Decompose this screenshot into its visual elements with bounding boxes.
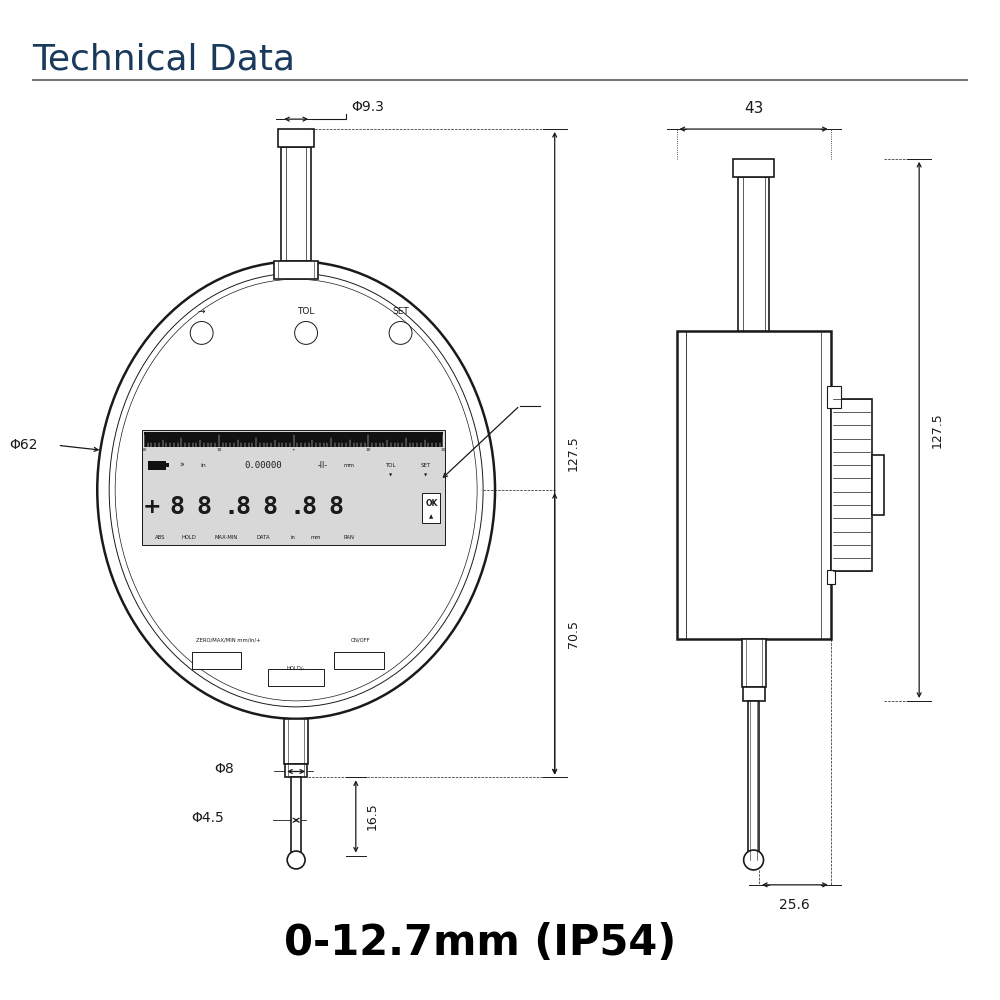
Text: ABS: ABS — [155, 535, 165, 540]
Text: mm: mm — [343, 463, 354, 468]
Ellipse shape — [109, 273, 483, 707]
Bar — [278, 129, 314, 147]
Text: Φ8: Φ8 — [215, 762, 234, 776]
Bar — [281, 147, 311, 261]
Text: ▼: ▼ — [389, 473, 392, 477]
Bar — [872, 455, 884, 515]
Text: 8: 8 — [235, 495, 250, 519]
Text: MAX-MIN: MAX-MIN — [215, 535, 238, 540]
Text: in: in — [201, 463, 207, 468]
Text: 0-12.7mm (IP54): 0-12.7mm (IP54) — [284, 922, 676, 964]
Text: HOLD: HOLD — [181, 535, 196, 540]
Text: ▼: ▼ — [424, 473, 427, 477]
Text: 10: 10 — [216, 448, 222, 452]
Text: in: in — [291, 535, 296, 540]
Bar — [284, 719, 308, 764]
Text: 8: 8 — [262, 495, 277, 519]
Bar — [268, 669, 324, 686]
Text: 16.5: 16.5 — [366, 803, 379, 830]
Bar — [334, 652, 384, 669]
Text: TOL: TOL — [385, 463, 396, 468]
Text: 20: 20 — [141, 448, 147, 452]
Bar — [285, 764, 307, 777]
Text: →: → — [198, 307, 205, 316]
Text: TOL: TOL — [297, 307, 315, 316]
Bar — [827, 386, 841, 408]
Text: 8: 8 — [301, 495, 316, 519]
Text: +: + — [292, 448, 295, 452]
Text: Φ9.3: Φ9.3 — [351, 100, 384, 114]
Bar — [166, 463, 169, 467]
Text: 25.6: 25.6 — [779, 898, 810, 912]
Circle shape — [295, 321, 318, 344]
Text: OK: OK — [425, 499, 438, 508]
Text: 70.5: 70.5 — [567, 620, 580, 648]
Bar — [274, 261, 318, 279]
Text: .: . — [224, 495, 239, 519]
Bar — [738, 177, 769, 331]
Text: HOLD/-: HOLD/- — [287, 666, 305, 671]
Bar — [291, 777, 301, 860]
Text: DATA: DATA — [257, 535, 270, 540]
Bar — [422, 493, 440, 523]
Bar — [748, 701, 759, 860]
Bar — [142, 430, 445, 545]
Circle shape — [744, 850, 764, 870]
Bar — [677, 331, 831, 639]
Text: 8: 8 — [197, 495, 212, 519]
Text: mm: mm — [311, 535, 321, 540]
Text: ▲: ▲ — [429, 514, 434, 519]
Text: 8: 8 — [328, 495, 343, 519]
Text: .: . — [289, 495, 304, 519]
Text: SET: SET — [392, 307, 409, 316]
Bar — [733, 159, 774, 177]
Text: 127.5: 127.5 — [931, 412, 944, 448]
Text: 10: 10 — [366, 448, 371, 452]
Text: 30: 30 — [441, 448, 446, 452]
Text: 43: 43 — [744, 101, 763, 116]
Circle shape — [190, 321, 213, 344]
Text: ZERO/MAX/MIN mm/in/+: ZERO/MAX/MIN mm/in/+ — [196, 638, 261, 643]
Text: Φ4.5: Φ4.5 — [192, 811, 224, 825]
Bar — [743, 687, 765, 701]
Text: ON/OFF: ON/OFF — [351, 638, 371, 643]
Bar — [831, 399, 872, 571]
Text: »: » — [179, 461, 184, 470]
Bar — [144, 432, 443, 447]
Circle shape — [287, 851, 305, 869]
Bar — [192, 652, 241, 669]
Text: Technical Data: Technical Data — [33, 43, 296, 77]
Text: +: + — [143, 497, 161, 517]
Text: RAN: RAN — [343, 535, 354, 540]
Text: 127.5: 127.5 — [567, 435, 580, 471]
Circle shape — [389, 321, 412, 344]
Text: 8: 8 — [170, 495, 185, 519]
Text: -II-: -II- — [318, 461, 328, 470]
Text: SET: SET — [420, 463, 430, 468]
Bar — [827, 570, 835, 584]
Text: Φ62: Φ62 — [10, 438, 38, 452]
Bar — [148, 461, 166, 470]
Bar — [742, 639, 766, 687]
Text: 0.00000: 0.00000 — [245, 461, 282, 470]
